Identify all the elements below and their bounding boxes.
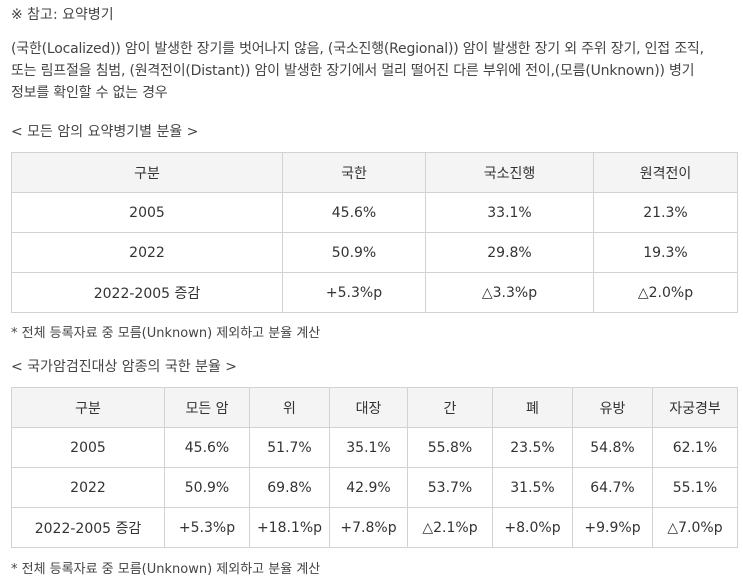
- table-cell: △3.3%p: [425, 272, 594, 313]
- table1-caption: < 모든 암의 요약병기별 분율 >: [11, 124, 199, 140]
- table-header-cell: 구분: [11, 387, 165, 428]
- table-row: 2005 45.6% 51.7% 35.1% 55.8% 23.5% 54.8%…: [11, 427, 738, 468]
- table-cell: 42.9%: [329, 467, 408, 508]
- table-cell: 29.8%: [425, 232, 594, 273]
- table-cell: 50.9%: [282, 232, 426, 273]
- table-cell: 45.6%: [164, 427, 250, 468]
- table-cell: 55.1%: [652, 467, 738, 508]
- table-cell: 62.1%: [652, 427, 738, 468]
- table-header-cell: 국소진행: [425, 152, 594, 193]
- table-header-cell: 원격전이: [593, 152, 738, 193]
- table-header-cell: 유방: [572, 387, 653, 428]
- table-header-cell: 구분: [11, 152, 283, 193]
- table1-footnote: * 전체 등록자료 중 모름(Unknown) 제외하고 분율 계산: [11, 326, 321, 341]
- table-cell: +5.3%p: [282, 272, 426, 313]
- table-cell: △2.0%p: [593, 272, 738, 313]
- table-cell: 23.5%: [492, 427, 573, 468]
- table-cell: 2022-2005 증감: [11, 272, 283, 313]
- table-cell: 2005: [11, 427, 165, 468]
- table-cell: 19.3%: [593, 232, 738, 273]
- table-cell: 69.8%: [249, 467, 330, 508]
- table-cell: 51.7%: [249, 427, 330, 468]
- table-cell: 21.3%: [593, 192, 738, 233]
- table-cell: +5.3%p: [164, 507, 250, 548]
- table-cell: 53.7%: [407, 467, 493, 508]
- screening-cancer-table: 구분 모든 암 위 대장 간 폐 유방 자궁경부 2005 45.6% 51.7…: [11, 387, 738, 548]
- table-header-cell: 국한: [282, 152, 426, 193]
- summary-stage-table: 구분 국한 국소진행 원격전이 2005 45.6% 33.1% 21.3% 2…: [11, 152, 738, 313]
- table-cell: +7.8%p: [329, 507, 408, 548]
- table-cell: +18.1%p: [249, 507, 330, 548]
- table2-caption: < 국가암검진대상 암종의 국한 분율 >: [11, 359, 238, 375]
- table-cell: 55.8%: [407, 427, 493, 468]
- table-cell: 64.7%: [572, 467, 653, 508]
- table-row: 2022-2005 증감 +5.3%p △3.3%p △2.0%p: [11, 272, 738, 313]
- table-header-cell: 간: [407, 387, 493, 428]
- table-cell: △7.0%p: [652, 507, 738, 548]
- description-line: (국한(Localized)) 암이 발생한 장기를 벗어나지 않음, (국소진…: [11, 41, 704, 57]
- table-row: 2022 50.9% 29.8% 19.3%: [11, 232, 738, 273]
- table-cell: 45.6%: [282, 192, 426, 233]
- description-line: 또는 림프절을 침범, (원격전이(Distant)) 암이 발생한 장기에서 …: [11, 63, 695, 79]
- table2-footnote: * 전체 등록자료 중 모름(Unknown) 제외하고 분율 계산: [11, 562, 321, 577]
- note-title: ※ 참고: 요약병기: [11, 7, 114, 23]
- table-cell: +9.9%p: [572, 507, 653, 548]
- table-header-row: 구분 모든 암 위 대장 간 폐 유방 자궁경부: [11, 387, 738, 428]
- description-line: 정보를 확인할 수 없는 경우: [11, 85, 168, 101]
- table-header-cell: 대장: [329, 387, 408, 428]
- summary-stage-description: (국한(Localized)) 암이 발생한 장기를 벗어나지 않음, (국소진…: [11, 38, 736, 104]
- table-cell: 31.5%: [492, 467, 573, 508]
- table-cell: 2022-2005 증감: [11, 507, 165, 548]
- table-row: 2005 45.6% 33.1% 21.3%: [11, 192, 738, 233]
- table-cell: 35.1%: [329, 427, 408, 468]
- table-cell: 54.8%: [572, 427, 653, 468]
- table-cell: 2022: [11, 467, 165, 508]
- table-header-row: 구분 국한 국소진행 원격전이: [11, 152, 738, 193]
- table-header-cell: 자궁경부: [652, 387, 738, 428]
- table-header-cell: 모든 암: [164, 387, 250, 428]
- table-header-cell: 폐: [492, 387, 573, 428]
- table-cell: △2.1%p: [407, 507, 493, 548]
- table-row: 2022 50.9% 69.8% 42.9% 53.7% 31.5% 64.7%…: [11, 467, 738, 508]
- table-cell: 33.1%: [425, 192, 594, 233]
- table-cell: 50.9%: [164, 467, 250, 508]
- table-cell: 2022: [11, 232, 283, 273]
- table-row: 2022-2005 증감 +5.3%p +18.1%p +7.8%p △2.1%…: [11, 507, 738, 548]
- table-cell: +8.0%p: [492, 507, 573, 548]
- table-cell: 2005: [11, 192, 283, 233]
- table-header-cell: 위: [249, 387, 330, 428]
